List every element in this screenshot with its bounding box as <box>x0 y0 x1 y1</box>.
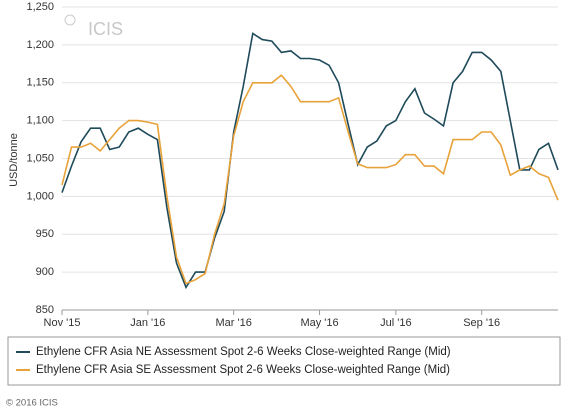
y-tick-label: 950 <box>36 228 54 240</box>
legend-label: Ethylene CFR Asia NE Assessment Spot 2-6… <box>36 346 451 358</box>
y-axis-label: USD/tonne <box>8 133 20 187</box>
legend-label: Ethylene CFR Asia SE Assessment Spot 2-6… <box>36 364 450 376</box>
watermark: ICIS <box>88 19 123 39</box>
watermark-logo <box>64 14 76 26</box>
x-tick-label: May '16 <box>300 317 338 329</box>
x-tick-label: Mar '16 <box>216 317 252 329</box>
y-tick-label: 850 <box>36 304 54 316</box>
footer: © 2016 ICIS <box>6 398 58 409</box>
y-tick-label: 900 <box>36 266 54 278</box>
series-line <box>61 74 559 285</box>
y-tick-label: 1,100 <box>26 115 54 127</box>
y-tick-label: 1,150 <box>26 77 54 89</box>
y-tick-label: 1,250 <box>26 1 54 13</box>
legend-box <box>7 336 561 386</box>
series-line <box>61 32 559 290</box>
x-tick-label: Jan '16 <box>130 317 165 329</box>
y-tick-label: 1,050 <box>26 152 54 164</box>
x-tick-label: Sep '16 <box>463 317 500 329</box>
x-tick-label: Jul '16 <box>380 317 411 329</box>
y-tick-label: 1,000 <box>26 190 54 202</box>
x-tick-label: Nov '15 <box>44 317 81 329</box>
y-tick-label: 1,200 <box>26 39 54 51</box>
